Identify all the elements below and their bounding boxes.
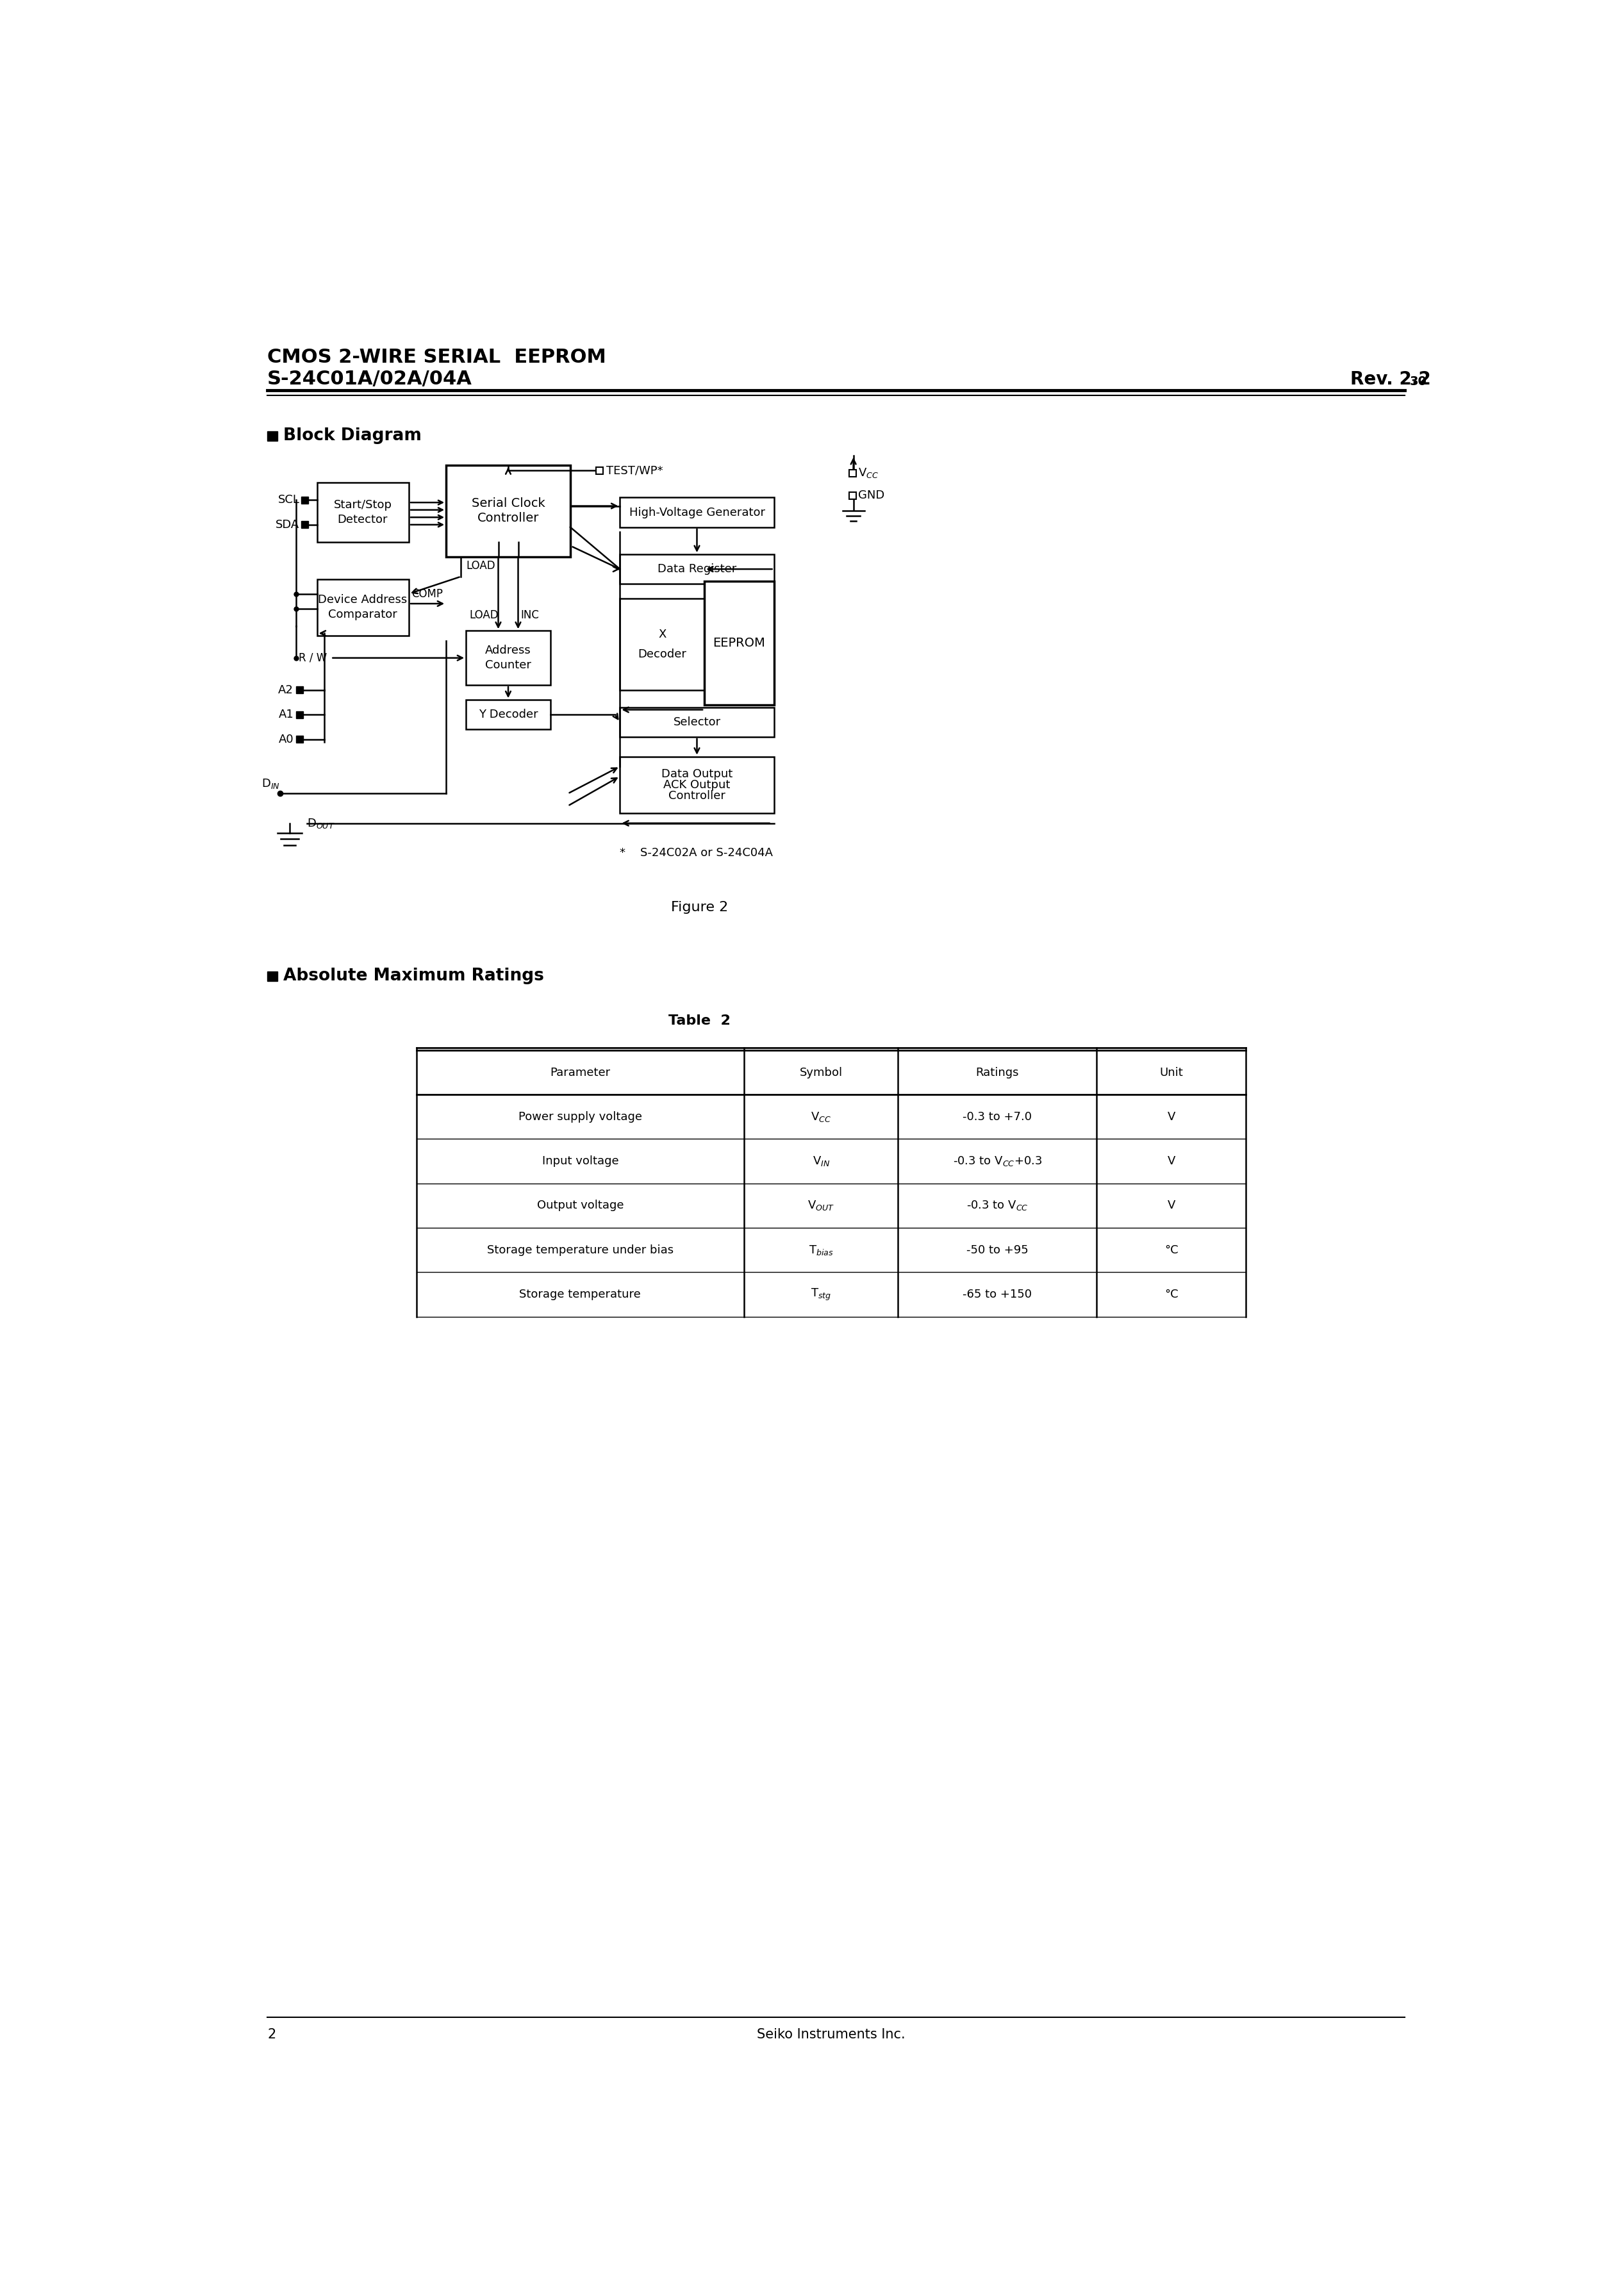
Text: Symbol: Symbol	[800, 1068, 842, 1079]
Text: 2: 2	[268, 2027, 276, 2041]
Text: CMOS 2-WIRE SERIAL  EEPROM: CMOS 2-WIRE SERIAL EEPROM	[268, 347, 607, 367]
Text: V: V	[1168, 1155, 1176, 1166]
Bar	[316, 579, 409, 636]
Text: Input voltage: Input voltage	[542, 1155, 618, 1166]
Bar	[446, 466, 571, 556]
Text: V: V	[1168, 1111, 1176, 1123]
Text: Unit: Unit	[1160, 1068, 1182, 1079]
Text: °C: °C	[1165, 1244, 1178, 1256]
Bar	[597, 468, 603, 475]
Bar	[620, 553, 774, 583]
Text: GND: GND	[858, 489, 884, 501]
Text: Figure 2: Figure 2	[672, 900, 728, 914]
Text: Rev. 2.2: Rev. 2.2	[1350, 370, 1431, 388]
Text: High-Voltage Generator: High-Voltage Generator	[629, 507, 766, 519]
Text: Decoder: Decoder	[637, 647, 686, 659]
Text: Storage temperature under bias: Storage temperature under bias	[487, 1244, 673, 1256]
Text: Detector: Detector	[337, 514, 388, 526]
Text: LOAD: LOAD	[469, 608, 498, 620]
Bar	[850, 471, 856, 478]
Bar	[302, 521, 308, 528]
Text: Seiko Instruments Inc.: Seiko Instruments Inc.	[757, 2027, 905, 2041]
Bar	[466, 631, 550, 684]
Bar	[620, 758, 774, 813]
Text: LOAD: LOAD	[466, 560, 495, 572]
Text: -0.3 to V$_{CC}$+0.3: -0.3 to V$_{CC}$+0.3	[952, 1155, 1041, 1169]
Text: 30: 30	[1410, 377, 1427, 388]
Text: -0.3 to +7.0: -0.3 to +7.0	[963, 1111, 1032, 1123]
Text: V: V	[1168, 1201, 1176, 1212]
Bar	[620, 498, 774, 528]
Bar	[466, 700, 550, 730]
Text: Absolute Maximum Ratings: Absolute Maximum Ratings	[284, 969, 543, 985]
Bar	[302, 496, 308, 503]
Text: Address: Address	[485, 645, 530, 657]
Text: -0.3 to V$_{CC}$: -0.3 to V$_{CC}$	[967, 1199, 1028, 1212]
Text: D$_{IN}$: D$_{IN}$	[261, 778, 279, 790]
Bar	[704, 581, 774, 705]
Text: S-24C01A/02A/04A: S-24C01A/02A/04A	[268, 370, 472, 388]
Bar	[316, 482, 409, 542]
Text: Output voltage: Output voltage	[537, 1201, 623, 1212]
Text: COMP: COMP	[412, 588, 443, 599]
Text: Serial Clock: Serial Clock	[472, 498, 545, 510]
Text: Data Register: Data Register	[657, 563, 736, 574]
Text: Storage temperature: Storage temperature	[519, 1288, 641, 1300]
Text: -50 to +95: -50 to +95	[967, 1244, 1028, 1256]
Text: *    S-24C02A or S-24C04A: * S-24C02A or S-24C04A	[620, 847, 774, 859]
Text: Controller: Controller	[477, 512, 539, 523]
Text: D$_{OUT}$: D$_{OUT}$	[307, 817, 336, 829]
Text: Start/Stop: Start/Stop	[334, 498, 393, 510]
Text: A0: A0	[279, 732, 294, 746]
Bar	[297, 737, 303, 744]
Text: V$_{CC}$: V$_{CC}$	[858, 466, 879, 480]
Text: °C: °C	[1165, 1288, 1178, 1300]
Text: Y Decoder: Y Decoder	[478, 709, 539, 721]
Text: ACK Output: ACK Output	[663, 778, 730, 790]
Text: EEPROM: EEPROM	[714, 636, 766, 650]
Text: Parameter: Parameter	[550, 1068, 610, 1079]
Text: Controller: Controller	[668, 790, 725, 801]
Text: Data Output: Data Output	[662, 769, 733, 781]
Bar	[850, 491, 856, 498]
Text: A1: A1	[279, 709, 294, 721]
Bar	[620, 707, 774, 737]
Bar	[268, 432, 277, 441]
Text: Power supply voltage: Power supply voltage	[519, 1111, 642, 1123]
Bar	[620, 599, 704, 691]
Text: V$_{OUT}$: V$_{OUT}$	[808, 1199, 835, 1212]
Text: A2: A2	[279, 684, 294, 696]
Text: SCL: SCL	[277, 494, 300, 505]
Text: INC: INC	[521, 608, 539, 620]
Text: Selector: Selector	[673, 716, 720, 728]
Text: Ratings: Ratings	[976, 1068, 1019, 1079]
Text: -65 to +150: -65 to +150	[963, 1288, 1032, 1300]
Text: V$_{IN}$: V$_{IN}$	[813, 1155, 830, 1169]
Text: Table  2: Table 2	[668, 1015, 730, 1026]
Text: SDA: SDA	[276, 519, 300, 530]
Text: R / W: R / W	[298, 652, 328, 664]
Text: V$_{CC}$: V$_{CC}$	[811, 1111, 832, 1123]
Bar	[297, 712, 303, 719]
Text: Counter: Counter	[485, 659, 532, 670]
Text: T$_{stg}$: T$_{stg}$	[811, 1288, 832, 1302]
Text: Block Diagram: Block Diagram	[284, 427, 422, 443]
Text: Device Address: Device Address	[318, 595, 407, 606]
Text: TEST/WP*: TEST/WP*	[607, 464, 663, 475]
Bar	[297, 687, 303, 693]
Bar	[268, 971, 277, 980]
Text: T$_{bias}$: T$_{bias}$	[809, 1244, 834, 1256]
Text: X: X	[659, 629, 667, 641]
Text: Comparator: Comparator	[328, 608, 397, 620]
